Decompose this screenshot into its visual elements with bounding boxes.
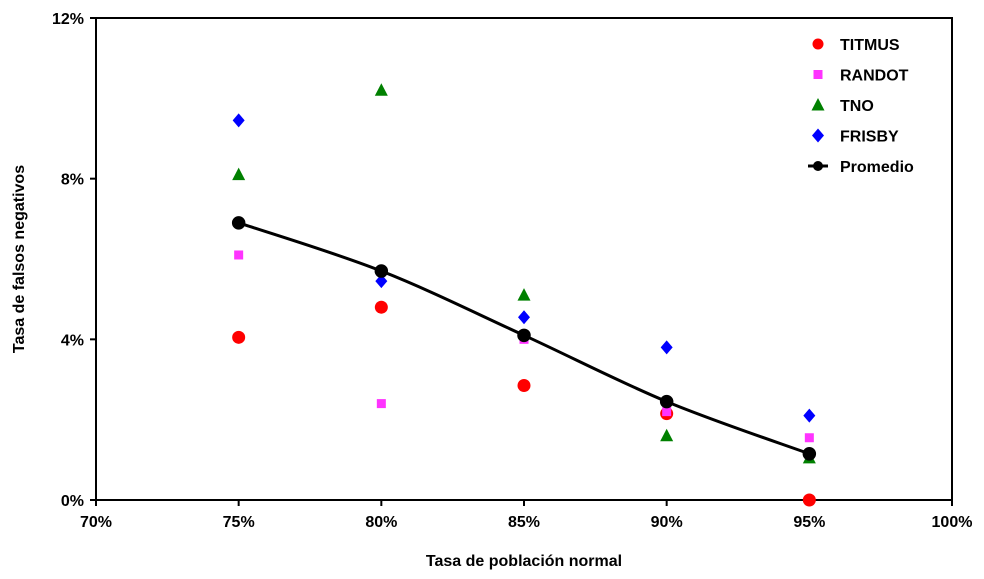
legend-label: Promedio: [840, 159, 914, 176]
data-point-promedio: [374, 264, 389, 278]
legend-marker: [811, 98, 825, 111]
legend-label: TITMUS: [840, 37, 900, 54]
legend-item-promedio: Promedio: [808, 159, 914, 176]
data-point-randot: [234, 250, 244, 260]
y-tick-label: 0%: [61, 493, 84, 510]
legend-item-randot: RANDOT: [813, 68, 909, 85]
data-point-titmus: [232, 330, 246, 344]
x-tick-label: 90%: [651, 514, 683, 531]
data-point-titmus: [802, 493, 816, 507]
y-axis-title: Tasa de falsos negativos: [11, 165, 28, 353]
x-tick-label: 95%: [793, 514, 825, 531]
x-tick-label: 70%: [80, 514, 112, 531]
x-tick-label: 80%: [365, 514, 397, 531]
data-point-tno: [232, 167, 246, 181]
series-randot: [234, 250, 814, 443]
legend-item-titmus: TITMUS: [812, 37, 900, 54]
data-point-tno: [374, 83, 388, 96]
data-point-frisby: [803, 408, 816, 423]
legend-item-frisby: FRISBY: [812, 128, 899, 146]
y-tick-label: 12%: [52, 11, 84, 28]
data-point-promedio: [231, 216, 246, 230]
legend-label: RANDOT: [840, 68, 909, 85]
legend-marker: [812, 128, 824, 143]
legend-marker: [813, 161, 823, 171]
data-point-frisby: [375, 274, 388, 289]
legend: TITMUS RANDOT TNO FRISBY Promedio: [808, 37, 914, 176]
data-point-randot: [804, 433, 814, 443]
plot-area: [231, 83, 817, 507]
series-promedio: [231, 216, 817, 461]
series-tno: [232, 83, 816, 464]
x-tick-label: 100%: [932, 514, 973, 531]
legend-marker: [813, 70, 823, 79]
data-point-promedio: [517, 328, 531, 343]
data-point-randot: [376, 399, 386, 409]
y-tick-label: 4%: [61, 332, 84, 349]
data-point-promedio: [802, 447, 817, 461]
y-tick-label: 8%: [61, 172, 84, 189]
data-point-titmus: [517, 379, 531, 393]
x-tick-label: 85%: [508, 514, 540, 531]
x-axis-title: Tasa de población normal: [426, 553, 622, 570]
legend-item-tno: TNO: [811, 98, 874, 115]
data-point-randot: [662, 407, 672, 417]
data-point-frisby: [660, 340, 673, 355]
data-point-frisby: [518, 310, 530, 325]
tick-labels: 70% 75% 80% 85% 90% 95% 100% 0% 4% 8% 12%: [52, 11, 972, 531]
data-point-promedio: [659, 394, 674, 409]
data-point-titmus: [374, 300, 388, 314]
x-tick-label: 75%: [223, 514, 255, 531]
data-point-tno: [517, 288, 531, 301]
axes: [90, 17, 953, 506]
legend-label: FRISBY: [840, 129, 899, 146]
data-point-tno: [660, 428, 674, 442]
legend-label: TNO: [840, 98, 874, 115]
data-point-frisby: [232, 113, 245, 128]
plot-frame: [95, 17, 953, 501]
series-frisby: [232, 113, 816, 423]
legend-marker: [812, 38, 824, 50]
